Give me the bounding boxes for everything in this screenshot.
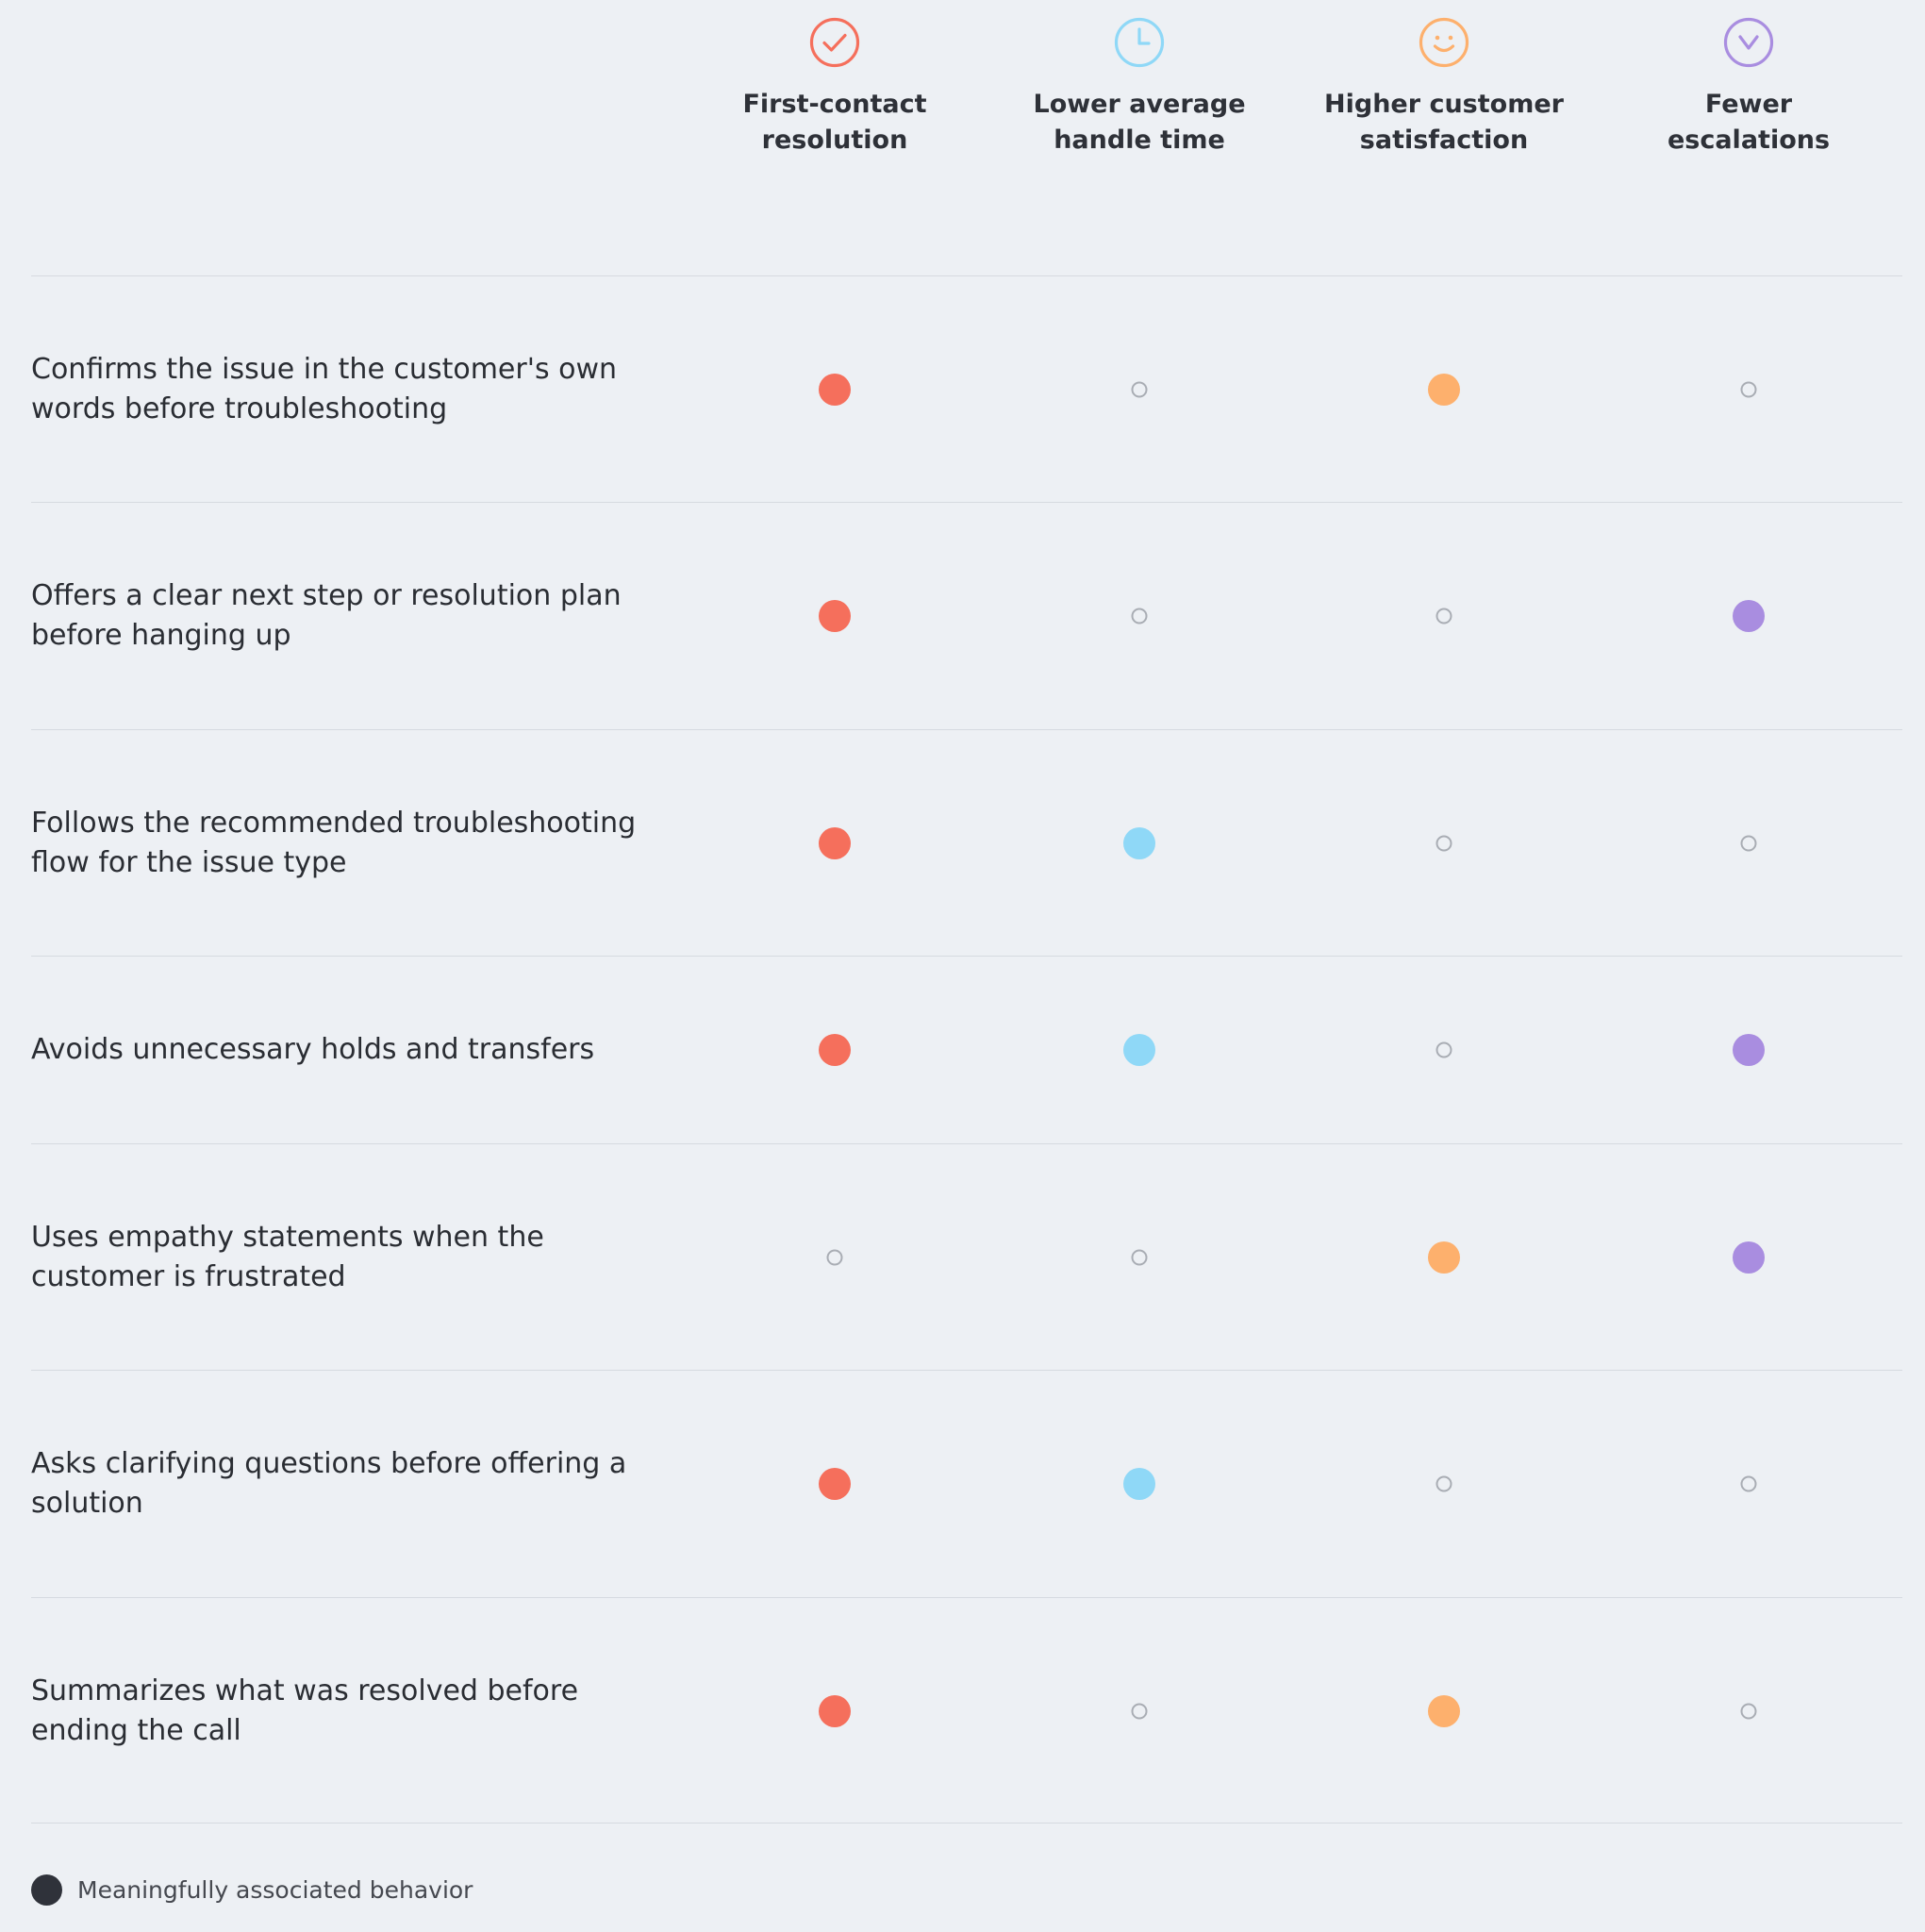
associated-dot [1123, 1468, 1155, 1500]
empty-dot [1740, 1703, 1757, 1720]
associated-dot [1733, 1241, 1765, 1274]
legend-label: Meaningfully associated behavior [77, 1875, 473, 1904]
associated-dot [819, 827, 851, 859]
column-label: Lower average handle time [1033, 90, 1246, 155]
column-headers: First-contact resolution Lower average ha… [0, 0, 1925, 275]
legend-swatch [31, 1874, 62, 1906]
empty-dot [1435, 1041, 1452, 1058]
empty-dot [1435, 1475, 1452, 1492]
row-label: Avoids unnecessary holds and transfers [31, 1033, 595, 1066]
row-label: Uses empathy statements when the custome… [31, 1221, 544, 1293]
table-row: Confirms the issue in the customer's own… [31, 275, 1902, 503]
associated-dot [1428, 374, 1460, 406]
column-header: First-contact resolution [693, 17, 976, 158]
empty-dot [1131, 381, 1148, 398]
empty-dot [1740, 835, 1757, 852]
table-row: Follows the recommended troubleshooting … [31, 729, 1902, 957]
row-label: Summarizes what was resolved before endi… [31, 1674, 579, 1747]
associated-dot [1428, 1241, 1460, 1274]
empty-dot [1131, 1249, 1148, 1266]
associated-dot [819, 1468, 851, 1500]
check-circle-icon [809, 17, 860, 68]
legend: Meaningfully associated behavior [31, 1874, 473, 1906]
associated-dot [1123, 827, 1155, 859]
table-row: Uses empathy statements when the custome… [31, 1143, 1902, 1371]
empty-dot [1740, 381, 1757, 398]
associated-dot [1733, 600, 1765, 632]
table-row: Summarizes what was resolved before endi… [31, 1597, 1902, 1824]
empty-dot [1131, 1703, 1148, 1720]
associated-dot [1733, 1034, 1765, 1066]
associated-dot [1428, 1695, 1460, 1727]
empty-dot [1740, 1475, 1757, 1492]
column-header: Higher customer satisfaction [1303, 17, 1585, 158]
column-header: Fewer escalations [1607, 17, 1890, 158]
row-label: Offers a clear next step or resolution p… [31, 579, 622, 652]
smiley-face-icon [1419, 17, 1469, 68]
row-label: Asks clarifying questions before offerin… [31, 1447, 627, 1520]
column-label: Higher customer satisfaction [1324, 90, 1564, 155]
column-label: First-contact resolution [742, 90, 927, 155]
clock-icon [1114, 17, 1165, 68]
row-label: Follows the recommended troubleshooting … [31, 807, 637, 879]
column-label: Fewer escalations [1667, 90, 1831, 155]
column-header: Lower average handle time [998, 17, 1281, 158]
associated-dot [819, 1695, 851, 1727]
empty-dot [826, 1249, 843, 1266]
chevron-down-circle-icon [1723, 17, 1774, 68]
associated-dot [819, 374, 851, 406]
associated-dot [819, 600, 851, 632]
empty-dot [1435, 835, 1452, 852]
table-row: Asks clarifying questions before offerin… [31, 1370, 1902, 1598]
empty-dot [1131, 608, 1148, 625]
associated-dot [819, 1034, 851, 1066]
table-bottom-rule [31, 1823, 1902, 1824]
row-label: Confirms the issue in the customer's own… [31, 353, 618, 425]
empty-dot [1435, 608, 1452, 625]
table-row: Avoids unnecessary holds and transfers [31, 956, 1902, 1144]
table-row: Offers a clear next step or resolution p… [31, 502, 1902, 730]
associated-dot [1123, 1034, 1155, 1066]
